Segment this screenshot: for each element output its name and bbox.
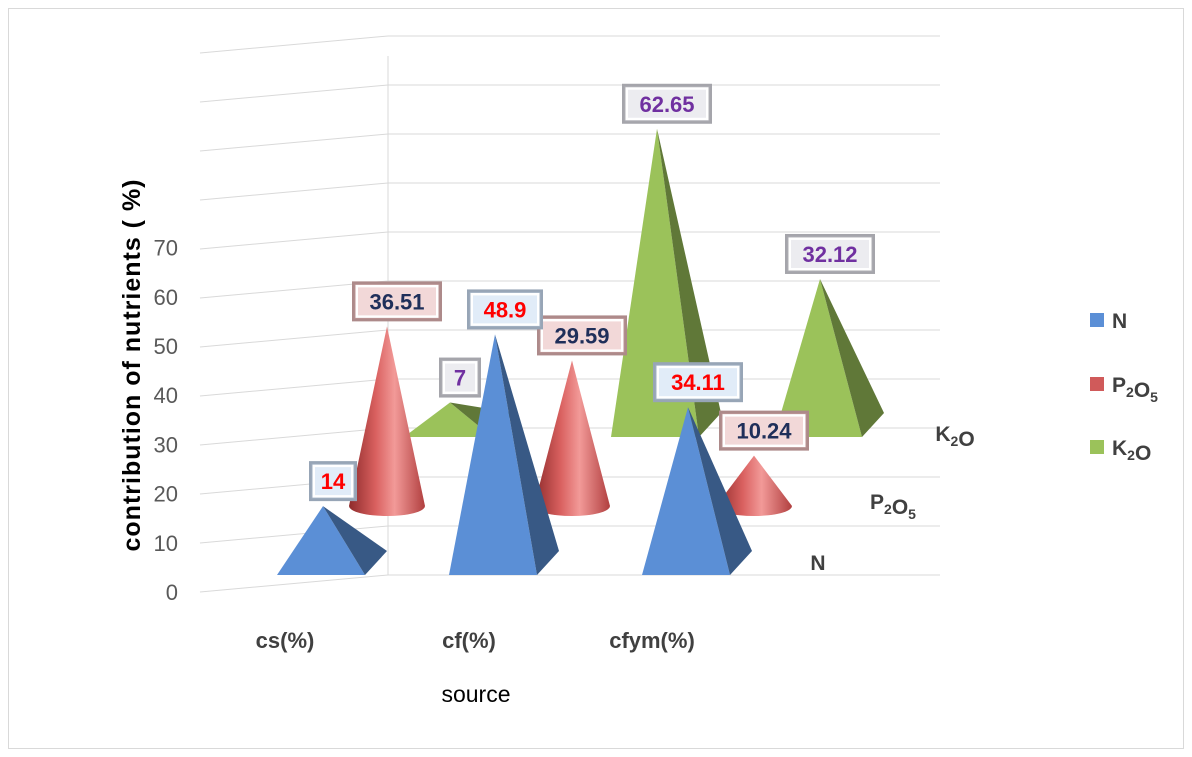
legend-swatch <box>1090 440 1104 454</box>
svg-text:34.11: 34.11 <box>671 370 725 395</box>
mark-k2o-2 <box>774 278 884 437</box>
data-label-k2o-2: 32.12 <box>785 233 875 274</box>
y-tick-label: 50 <box>154 334 178 359</box>
y-tick-label: 20 <box>154 482 178 507</box>
y-tick-label: 10 <box>154 531 178 556</box>
mark-p2o5-0 <box>349 326 425 516</box>
data-label-p2o5-1: 29.59 <box>537 315 627 356</box>
data-label-p2o5-2: 10.24 <box>719 410 809 451</box>
legend-item-n: N <box>1090 310 1127 333</box>
series-axis-label: N <box>810 552 825 575</box>
mark-p2o5-1 <box>534 360 610 516</box>
series-axis-label: P2O5 <box>870 491 916 522</box>
gridline <box>199 574 940 593</box>
mark-n-1 <box>449 334 559 575</box>
x-tick-label: cf(%) <box>442 628 496 653</box>
y-tick-label: 0 <box>166 580 178 605</box>
data-label-p2o5-0: 36.51 <box>352 281 442 322</box>
data-label-n-1: 48.9 <box>467 289 543 330</box>
data-label-k2o-0: 7 <box>439 357 481 398</box>
legend-label: N <box>1112 310 1127 333</box>
y-tick-label: 40 <box>154 383 178 408</box>
legend-label: K2O <box>1112 437 1151 465</box>
data-labels: 7 62.65 32.12 36.51 29.59 10.24 14 48.9 34.11 <box>309 83 875 502</box>
svg-text:7: 7 <box>454 366 466 391</box>
gridline <box>199 35 940 54</box>
legend-swatch <box>1090 313 1104 327</box>
mark-n-0 <box>277 506 387 575</box>
y-tick-label: 70 <box>154 236 178 261</box>
chart-frame <box>8 8 1184 749</box>
mark-n-2 <box>642 407 752 575</box>
svg-text:36.51: 36.51 <box>369 289 424 314</box>
gridline <box>199 133 940 152</box>
legend-item-k2o: K2O <box>1090 437 1151 465</box>
svg-text:14: 14 <box>321 469 346 494</box>
svg-text:29.59: 29.59 <box>554 323 609 348</box>
x-tick-label: cs(%) <box>256 628 315 653</box>
series-axis-label: K2O <box>935 423 974 451</box>
mark-k2o-1 <box>611 128 721 437</box>
y-tick-label: 30 <box>154 432 178 457</box>
gridline <box>199 182 940 201</box>
legend-label: P2O5 <box>1112 374 1158 405</box>
gridline <box>199 280 940 299</box>
legend-item-p2o5: P2O5 <box>1090 374 1158 405</box>
x-axis-label: source <box>441 681 510 707</box>
legend-swatch <box>1090 377 1104 391</box>
svg-text:10.24: 10.24 <box>736 419 792 444</box>
x-tick-label: cfym(%) <box>609 628 695 653</box>
svg-text:62.65: 62.65 <box>639 92 694 117</box>
gridline <box>199 84 940 103</box>
y-tick-labels: 0 10 20 30 40 50 60 70 <box>154 236 178 605</box>
data-label-n-2: 34.11 <box>653 362 743 403</box>
chart-marks <box>277 128 884 575</box>
x-tick-labels: cs(%) cf(%) cfym(%) <box>256 628 695 653</box>
legend: N P2O5 K2O <box>1090 310 1158 465</box>
data-label-n-0: 14 <box>309 461 357 502</box>
y-tick-label: 60 <box>154 285 178 310</box>
y-axis-label: contribution of nutrients ( %) <box>118 178 146 551</box>
data-label-k2o-1: 62.65 <box>622 83 712 124</box>
mark-p2o5-2 <box>716 455 792 516</box>
svg-text:48.9: 48.9 <box>484 297 527 322</box>
svg-text:32.12: 32.12 <box>802 242 857 267</box>
series-axis-labels: N P2O5 K2O <box>810 423 974 575</box>
